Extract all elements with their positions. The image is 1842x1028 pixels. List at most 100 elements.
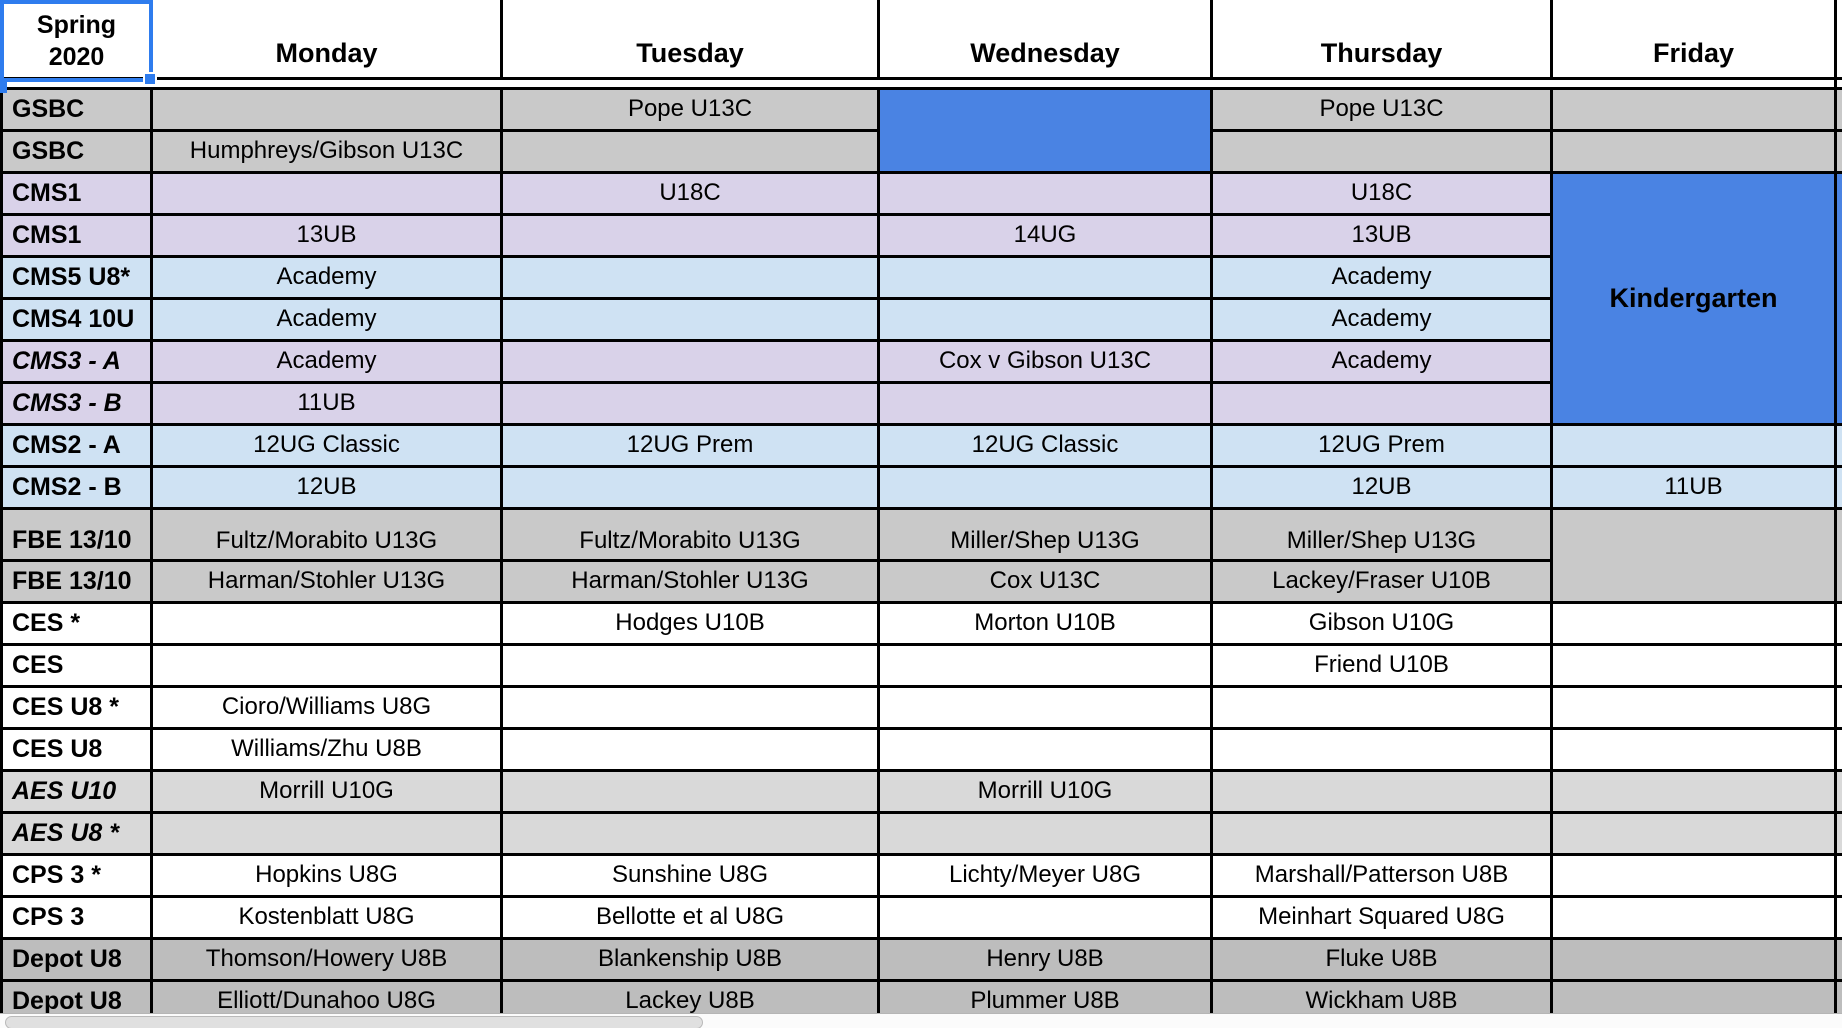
table-cell[interactable] (880, 814, 1213, 856)
row-label[interactable]: CMS2 - B (3, 468, 153, 510)
row-label[interactable]: CMS5 U8* (3, 258, 153, 300)
table-cell[interactable]: Williams/Zhu U8B (153, 730, 503, 772)
column-header-friday[interactable]: Friday (1553, 0, 1837, 80)
table-cell[interactable] (503, 688, 880, 730)
table-cell[interactable]: Hopkins U8G (153, 856, 503, 898)
table-cell[interactable]: 11UB (1553, 468, 1837, 510)
table-cell[interactable]: Sunshine U8G (503, 856, 880, 898)
table-cell[interactable]: 11UB (153, 384, 503, 426)
row-label[interactable]: CMS1 (3, 216, 153, 258)
table-cell[interactable] (880, 898, 1213, 940)
table-cell[interactable]: 12UB (1213, 468, 1553, 510)
selection-handle[interactable] (143, 72, 157, 86)
row-label[interactable]: CES U8 (3, 730, 153, 772)
table-cell[interactable]: Cioro/Williams U8G (153, 688, 503, 730)
table-cell[interactable]: 13UB (153, 216, 503, 258)
table-cell[interactable]: Marshall/Patterson U8B (1213, 856, 1553, 898)
column-header-wednesday[interactable]: Wednesday (880, 0, 1213, 80)
table-cell[interactable] (1213, 688, 1553, 730)
table-cell[interactable] (503, 814, 880, 856)
table-cell[interactable]: Humphreys/Gibson U13C (153, 132, 503, 174)
row-label[interactable]: CMS2 - A (3, 426, 153, 468)
table-cell[interactable]: Academy (153, 342, 503, 384)
table-cell[interactable] (153, 90, 503, 132)
table-cell[interactable]: Morrill U10G (880, 772, 1213, 814)
table-cell[interactable] (880, 384, 1213, 426)
table-cell[interactable]: Lichty/Meyer U8G (880, 856, 1213, 898)
horizontal-scrollbar-track[interactable] (0, 1013, 1842, 1028)
table-cell[interactable]: Harman/Stohler U13G (503, 562, 880, 604)
table-cell[interactable] (503, 384, 880, 426)
selected-cell-spring-2020[interactable]: Spring 2020 (0, 0, 157, 86)
table-cell[interactable] (503, 730, 880, 772)
table-cell[interactable] (1553, 132, 1837, 174)
table-cell[interactable] (1213, 814, 1553, 856)
table-cell[interactable] (1553, 646, 1837, 688)
table-cell[interactable] (880, 730, 1213, 772)
table-cell[interactable] (880, 468, 1213, 510)
table-cell[interactable]: Academy (153, 300, 503, 342)
table-cell[interactable]: Fluke U8B (1213, 940, 1553, 982)
table-cell[interactable] (153, 646, 503, 688)
table-cell[interactable]: U18C (1213, 174, 1553, 216)
table-cell[interactable] (1213, 772, 1553, 814)
table-cell[interactable] (1553, 940, 1837, 982)
table-cell[interactable]: Blankenship U8B (503, 940, 880, 982)
table-cell[interactable] (153, 604, 503, 646)
table-cell[interactable] (1553, 898, 1837, 940)
table-cell[interactable] (880, 646, 1213, 688)
row-label[interactable]: CMS1 (3, 174, 153, 216)
table-cell[interactable]: Lackey/Fraser U10B (1213, 562, 1553, 604)
table-cell[interactable]: 12UG Classic (153, 426, 503, 468)
row-label[interactable]: CMS3 - A (3, 342, 153, 384)
table-cell[interactable] (1553, 604, 1837, 646)
table-cell[interactable]: Academy (1213, 258, 1553, 300)
table-cell[interactable]: Miller/Shep U13G (1213, 510, 1553, 562)
table-cell[interactable] (1553, 688, 1837, 730)
table-cell[interactable]: 12UB (153, 468, 503, 510)
row-label[interactable]: FBE 13/10 (3, 562, 153, 604)
row-label[interactable]: GSBC (3, 90, 153, 132)
table-cell[interactable]: Gibson U10G (1213, 604, 1553, 646)
row-label[interactable]: CES * (3, 604, 153, 646)
table-cell[interactable]: Bellotte et al U8G (503, 898, 880, 940)
table-cell[interactable] (503, 646, 880, 688)
table-cell[interactable]: Morton U10B (880, 604, 1213, 646)
table-cell[interactable] (1553, 814, 1837, 856)
table-cell[interactable]: 12UG Prem (503, 426, 880, 468)
row-label[interactable]: CES (3, 646, 153, 688)
table-cell[interactable] (1553, 90, 1837, 132)
table-cell[interactable] (153, 814, 503, 856)
table-cell[interactable]: Pope U13C (503, 90, 880, 132)
column-header-thursday[interactable]: Thursday (1213, 0, 1553, 80)
table-cell[interactable]: Cox U13C (880, 562, 1213, 604)
row-label[interactable]: CMS3 - B (3, 384, 153, 426)
table-cell[interactable] (503, 132, 880, 174)
table-cell[interactable] (503, 216, 880, 258)
table-cell[interactable]: Academy (1213, 342, 1553, 384)
table-cell[interactable] (1553, 856, 1837, 898)
table-cell[interactable]: Fultz/Morabito U13G (503, 510, 880, 562)
table-cell[interactable]: 14UG (880, 216, 1213, 258)
table-cell[interactable]: 13UB (1213, 216, 1553, 258)
table-cell[interactable]: Henry U8B (880, 940, 1213, 982)
table-cell[interactable] (1553, 426, 1837, 468)
table-cell[interactable]: Meinhart Squared U8G (1213, 898, 1553, 940)
friday-kindergarten[interactable]: Kindergarten (1553, 174, 1837, 426)
table-cell[interactable] (1213, 384, 1553, 426)
table-cell[interactable]: Hodges U10B (503, 604, 880, 646)
table-cell[interactable] (153, 174, 503, 216)
column-header-monday[interactable]: Monday (153, 0, 503, 80)
table-cell[interactable] (880, 688, 1213, 730)
table-cell[interactable]: Morrill U10G (153, 772, 503, 814)
row-label[interactable]: CPS 3 * (3, 856, 153, 898)
horizontal-scrollbar-thumb[interactable] (5, 1016, 703, 1028)
table-cell[interactable]: Kostenblatt U8G (153, 898, 503, 940)
row-label[interactable]: CMS4 10U (3, 300, 153, 342)
table-cell[interactable]: Cox v Gibson U13C (880, 342, 1213, 384)
table-cell[interactable] (503, 300, 880, 342)
table-cell[interactable] (1213, 730, 1553, 772)
table-cell[interactable] (880, 258, 1213, 300)
table-cell[interactable]: 12UG Classic (880, 426, 1213, 468)
table-cell[interactable]: Pope U13C (1213, 90, 1553, 132)
